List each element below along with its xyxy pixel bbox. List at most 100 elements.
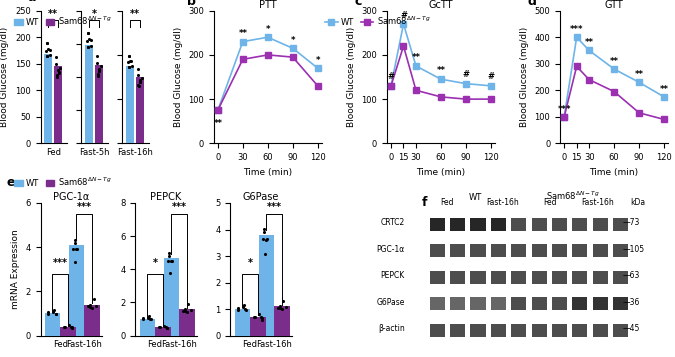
Text: **: ** bbox=[634, 70, 643, 79]
Point bbox=[60, 324, 71, 330]
Bar bbox=[430, 271, 445, 284]
Bar bbox=[491, 297, 506, 310]
Bar bbox=[95, 65, 103, 143]
Point bbox=[135, 80, 146, 85]
Bar bbox=[613, 244, 628, 257]
Bar bbox=[613, 297, 628, 310]
Bar bbox=[531, 324, 547, 337]
Point bbox=[126, 59, 137, 64]
Text: Sam68$^{ΔN-Tg}$: Sam68$^{ΔN-Tg}$ bbox=[546, 189, 600, 202]
Point bbox=[45, 52, 55, 58]
Point bbox=[123, 60, 134, 65]
Bar bbox=[572, 217, 587, 231]
Bar bbox=[450, 244, 465, 257]
Point bbox=[55, 65, 65, 71]
Bar bbox=[613, 271, 628, 284]
Legend: WT, Sam68$^{ΔN-Tg}$: WT, Sam68$^{ΔN-Tg}$ bbox=[322, 11, 434, 30]
Bar bbox=[491, 217, 506, 231]
Point bbox=[43, 311, 53, 317]
Point bbox=[135, 79, 146, 85]
Text: PEPCK: PEPCK bbox=[380, 271, 404, 280]
Point bbox=[163, 258, 173, 264]
Point bbox=[125, 58, 136, 64]
Bar bbox=[531, 271, 547, 284]
Bar bbox=[430, 217, 445, 231]
Point bbox=[240, 307, 251, 312]
Point bbox=[165, 258, 176, 264]
Point bbox=[94, 68, 105, 74]
Point bbox=[253, 311, 264, 317]
Bar bbox=[470, 244, 485, 257]
Point bbox=[70, 246, 81, 252]
Text: d: d bbox=[528, 0, 537, 8]
Bar bbox=[552, 271, 567, 284]
Point bbox=[92, 60, 103, 66]
Point bbox=[42, 40, 53, 46]
Point bbox=[94, 66, 105, 71]
Bar bbox=[511, 244, 526, 257]
Point bbox=[72, 246, 83, 252]
Bar bbox=[572, 324, 587, 337]
Bar bbox=[511, 217, 526, 231]
Point bbox=[262, 237, 273, 242]
Point bbox=[233, 307, 244, 312]
Point bbox=[88, 296, 99, 302]
Text: —105: —105 bbox=[623, 245, 645, 254]
Point bbox=[92, 71, 103, 77]
Point bbox=[155, 325, 165, 330]
Point bbox=[277, 307, 288, 312]
Point bbox=[92, 73, 103, 79]
Point bbox=[82, 30, 93, 36]
Point bbox=[90, 303, 101, 308]
Bar bbox=[450, 297, 465, 310]
Point bbox=[164, 253, 175, 259]
Point bbox=[83, 30, 94, 36]
Point bbox=[85, 302, 96, 307]
Point bbox=[273, 305, 284, 311]
Text: —73: —73 bbox=[623, 218, 641, 227]
Bar bbox=[491, 271, 506, 284]
Text: **: ** bbox=[610, 57, 618, 66]
Point bbox=[82, 39, 92, 44]
Point bbox=[256, 317, 267, 322]
X-axis label: Time (min): Time (min) bbox=[243, 167, 292, 177]
Bar bbox=[593, 297, 608, 310]
Text: #: # bbox=[487, 72, 494, 81]
Text: —63: —63 bbox=[623, 271, 641, 280]
Point bbox=[51, 72, 62, 78]
Text: **: ** bbox=[238, 29, 247, 38]
Text: e: e bbox=[7, 176, 16, 190]
Point bbox=[84, 304, 95, 310]
X-axis label: Time (min): Time (min) bbox=[589, 167, 639, 177]
Bar bbox=[593, 324, 608, 337]
Point bbox=[164, 251, 175, 256]
Bar bbox=[430, 244, 445, 257]
Text: Fed: Fed bbox=[441, 198, 454, 207]
Bar bbox=[511, 297, 526, 310]
Point bbox=[182, 309, 192, 315]
Bar bbox=[274, 306, 290, 336]
Text: b: b bbox=[186, 0, 196, 8]
Text: **: ** bbox=[213, 119, 222, 128]
Point bbox=[250, 315, 261, 320]
Bar bbox=[552, 217, 567, 231]
Bar bbox=[572, 297, 587, 310]
Text: ***: *** bbox=[171, 202, 187, 212]
Bar bbox=[552, 244, 567, 257]
Point bbox=[142, 315, 153, 321]
Title: G6Pase: G6Pase bbox=[243, 192, 279, 202]
Point bbox=[40, 48, 51, 54]
Title: GTT: GTT bbox=[605, 0, 624, 10]
Bar bbox=[84, 305, 100, 336]
Point bbox=[260, 251, 271, 257]
Bar bbox=[511, 324, 526, 337]
Bar bbox=[450, 324, 465, 337]
Bar bbox=[259, 235, 274, 336]
Title: GcTT: GcTT bbox=[429, 0, 453, 10]
Point bbox=[82, 44, 93, 50]
Bar bbox=[69, 245, 84, 336]
Bar bbox=[511, 271, 526, 284]
Text: c: c bbox=[354, 0, 362, 8]
Text: β-actin: β-actin bbox=[378, 325, 404, 333]
Point bbox=[238, 305, 248, 310]
